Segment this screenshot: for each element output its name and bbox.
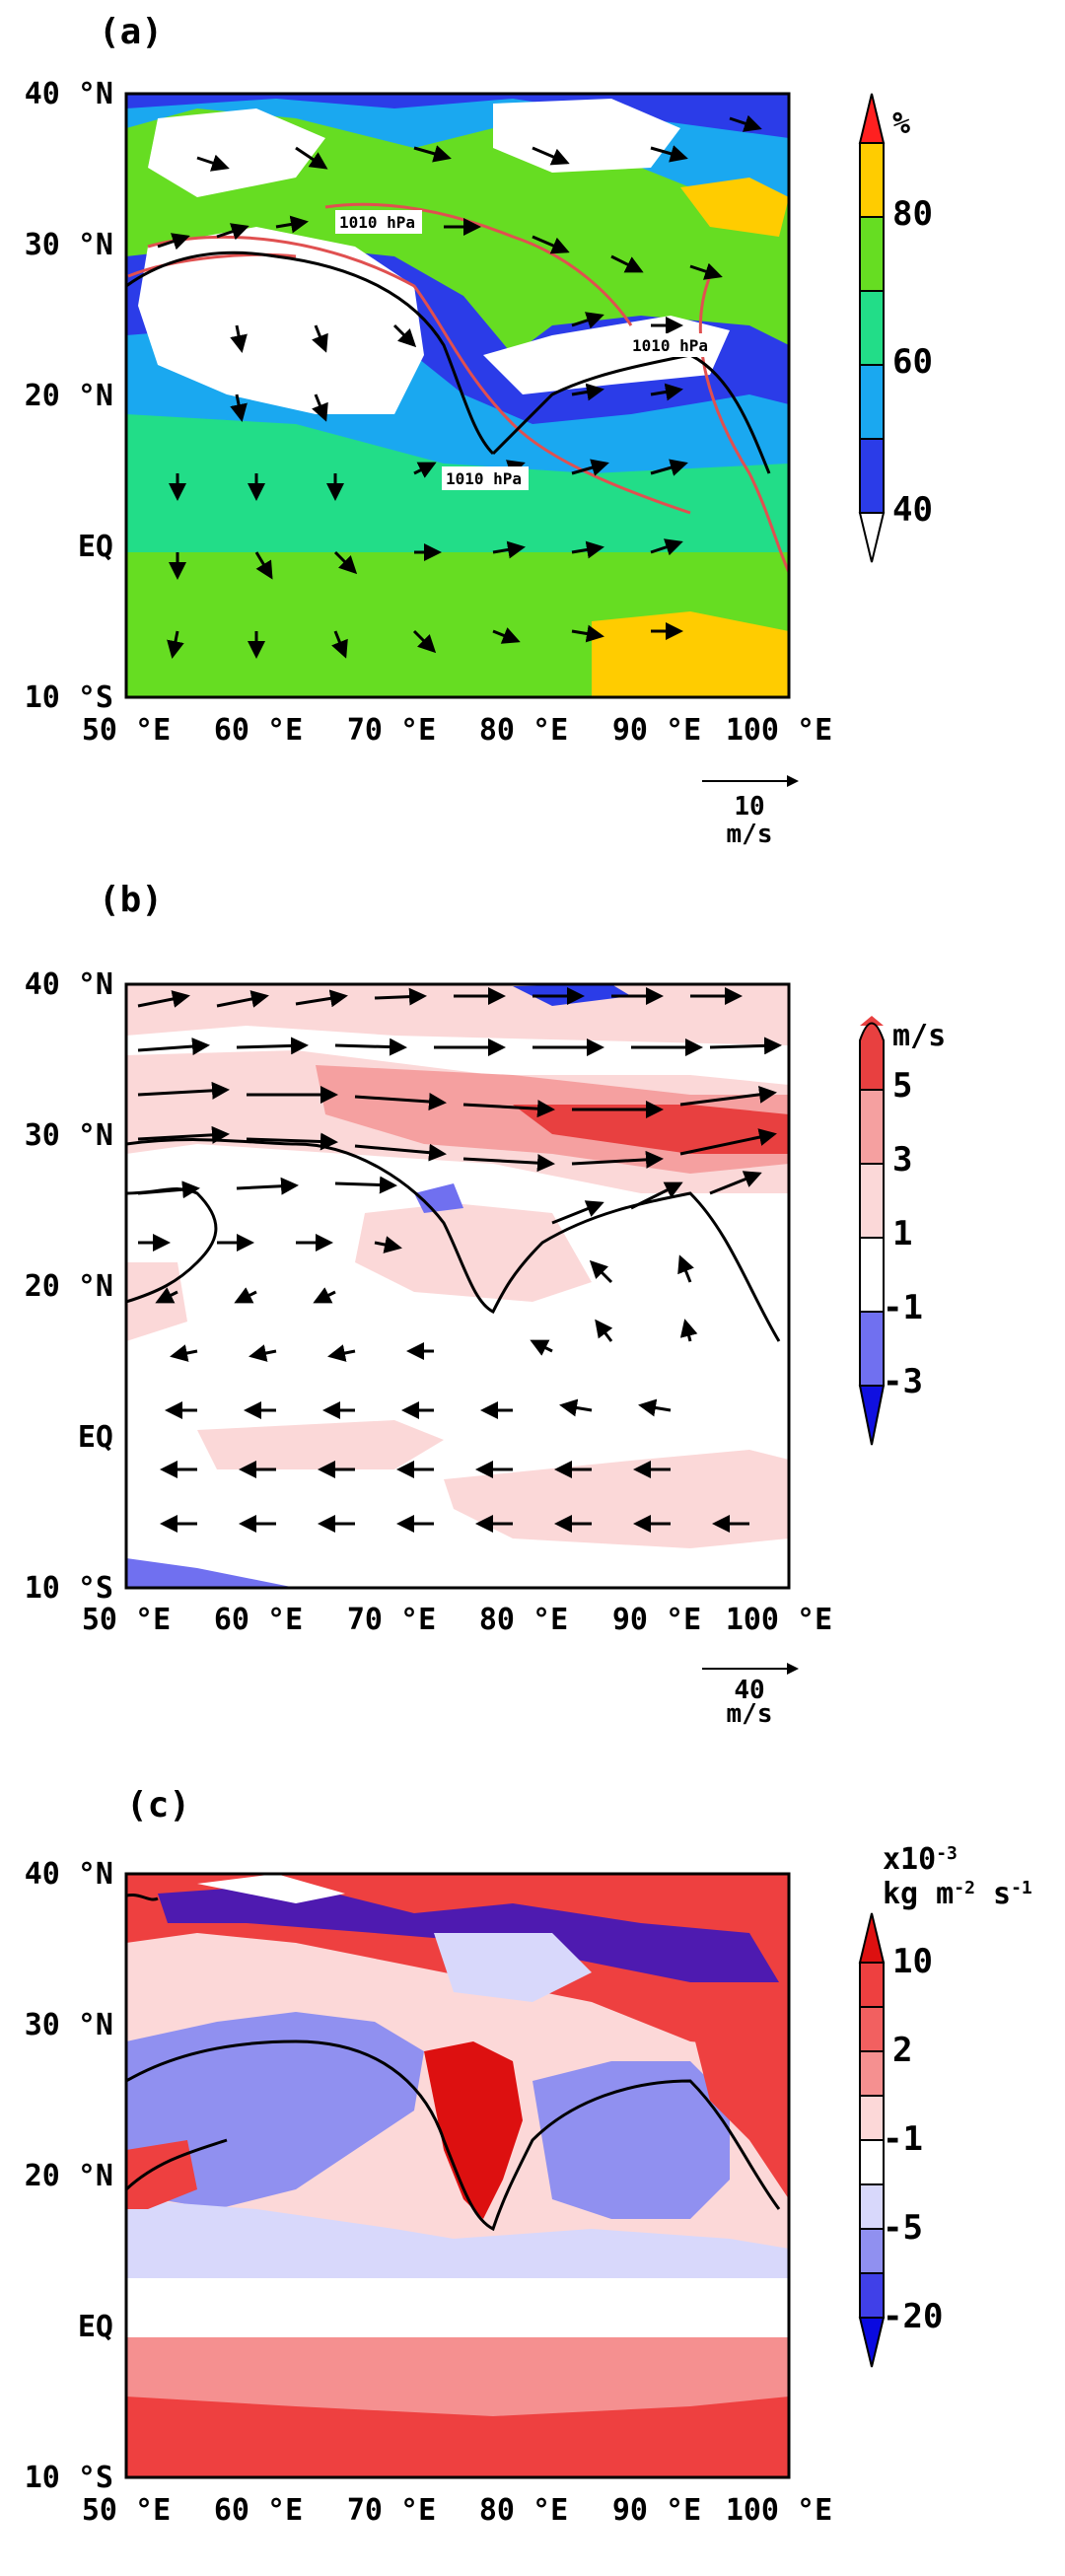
lat-label: EQ (78, 1420, 113, 1455)
lat-label: 30 °N (25, 228, 113, 262)
lon-label: 90 °E (612, 1603, 701, 1637)
contour-label: 1010 hPa (632, 336, 708, 355)
lat-label: 20 °N (25, 1269, 113, 1304)
lon-label: 70 °E (347, 2493, 436, 2528)
wind-speed-field (126, 984, 789, 1588)
lat-label: 30 °N (25, 2008, 113, 2042)
lat-label: EQ (78, 2310, 113, 2344)
panel-c: (c) 40 °N (0, 1726, 1065, 2572)
lat-label: 30 °N (25, 1118, 113, 1153)
lat-label: 20 °N (25, 2159, 113, 2193)
pressure-contour-labels: 1010 hPa 1010 hPa 1010 hPa (335, 210, 715, 490)
lon-label: 90 °E (612, 713, 701, 748)
lon-label: 70 °E (347, 713, 436, 748)
colorbar-unit: x10-3 (883, 1842, 958, 1877)
lon-label: 60 °E (214, 1603, 303, 1637)
lon-label: 80 °E (479, 1603, 568, 1637)
colorbar-tick: 2 (892, 2031, 912, 2070)
ref-vector-unit: m/s (727, 820, 773, 849)
lon-label: 90 °E (612, 2493, 701, 2528)
colorbar-unit-line2: kg m-2 s-1 (883, 1877, 1032, 1911)
longitude-axis: 50 °E 60 °E 70 °E 80 °E 90 °E 100 °E (82, 1603, 832, 1637)
reference-vector: 10 m/s (702, 775, 799, 849)
lon-label: 100 °E (726, 713, 832, 748)
lat-label: 10 °S (25, 1571, 113, 1606)
colorbar-unit: m/s (892, 1019, 946, 1053)
lat-label: EQ (78, 530, 113, 564)
reference-vector: 40 m/s (702, 1663, 799, 1729)
latitude-axis: 40 °N 30 °N 20 °N EQ 10 °S (25, 967, 113, 1606)
plot-frame (124, 982, 791, 1590)
plot-frame (124, 92, 791, 699)
plot-frame (124, 1872, 791, 2479)
ref-vector-value: 10 (734, 792, 764, 822)
lat-label: 10 °S (25, 680, 113, 715)
longitude-axis: 50 °E 60 °E 70 °E 80 °E 90 °E 100 °E (82, 2493, 832, 2528)
lon-label: 100 °E (726, 1603, 832, 1637)
colorbar-tick: -20 (883, 2297, 943, 2336)
contour-label: 1010 hPa (446, 469, 522, 488)
panel-a-plot: 1010 hPa 1010 hPa 1010 hPa 40 °N 30 °N 2… (25, 77, 933, 849)
lon-label: 60 °E (214, 713, 303, 748)
colorbar-tick: -3 (883, 1362, 923, 1401)
colorbar-tick: -1 (883, 2119, 923, 2159)
lon-label: 50 °E (82, 1603, 171, 1637)
lon-label: 50 °E (82, 713, 171, 748)
panel-a: (a) (0, 0, 1065, 868)
moisture-flux-field (126, 1874, 789, 2477)
lon-label: 80 °E (479, 2493, 568, 2528)
colorbar-tick: -5 (883, 2208, 923, 2248)
colorbar-tick: -1 (883, 1288, 923, 1327)
lon-label: 100 °E (726, 2493, 832, 2528)
colorbar-tick: 80 (892, 194, 933, 234)
panel-label: (b) (99, 880, 164, 920)
lat-label: 40 °N (25, 77, 113, 111)
panel-b-plot: 40 °N 30 °N 20 °N EQ 10 °S 50 °E 60 °E 7… (25, 967, 947, 1729)
ref-vector-unit: m/s (727, 1699, 773, 1726)
colorbar-unit: % (892, 107, 910, 141)
longitude-axis: 50 °E 60 °E 70 °E 80 °E 90 °E 100 °E (82, 713, 832, 748)
panel-label: (c) (126, 1785, 191, 1825)
panel-c-plot: 40 °N 30 °N 20 °N EQ 10 °S 50 °E 60 °E 7… (25, 1842, 1032, 2528)
contour-label: 1010 hPa (339, 213, 415, 232)
lat-label: 10 °S (25, 2461, 113, 2495)
lon-label: 70 °E (347, 1603, 436, 1637)
colorbar-tick: 10 (892, 1942, 933, 1981)
latitude-axis: 40 °N 30 °N 20 °N EQ 10 °S (25, 77, 113, 715)
panel-b: (b) (0, 868, 1065, 1729)
lon-label: 50 °E (82, 2493, 171, 2528)
lat-label: 40 °N (25, 967, 113, 1002)
latitude-axis: 40 °N 30 °N 20 °N EQ 10 °S (25, 1857, 113, 2495)
lon-label: 80 °E (479, 713, 568, 748)
lat-label: 20 °N (25, 379, 113, 413)
panel-label: (a) (99, 12, 164, 52)
colorbar-tick: 1 (892, 1214, 912, 1253)
colorbar-tick: 3 (892, 1140, 912, 1180)
colorbar-b: m/s 5 3 1 -1 -3 (858, 1016, 946, 1446)
colorbar-tick: 40 (892, 490, 933, 530)
lat-label: 40 °N (25, 1857, 113, 1892)
colorbar-tick: 60 (892, 342, 933, 382)
ref-vector-value: 40 (734, 1676, 764, 1705)
colorbar-a: % 80 60 40 (858, 93, 933, 563)
lon-label: 60 °E (214, 2493, 303, 2528)
colorbar-c: x10-3 kg m-2 s-1 10 2 -1 -5 -20 (858, 1842, 1032, 2368)
relative-humidity-field: 1010 hPa 1010 hPa 1010 hPa (126, 94, 789, 697)
colorbar-tick: 5 (892, 1066, 912, 1106)
